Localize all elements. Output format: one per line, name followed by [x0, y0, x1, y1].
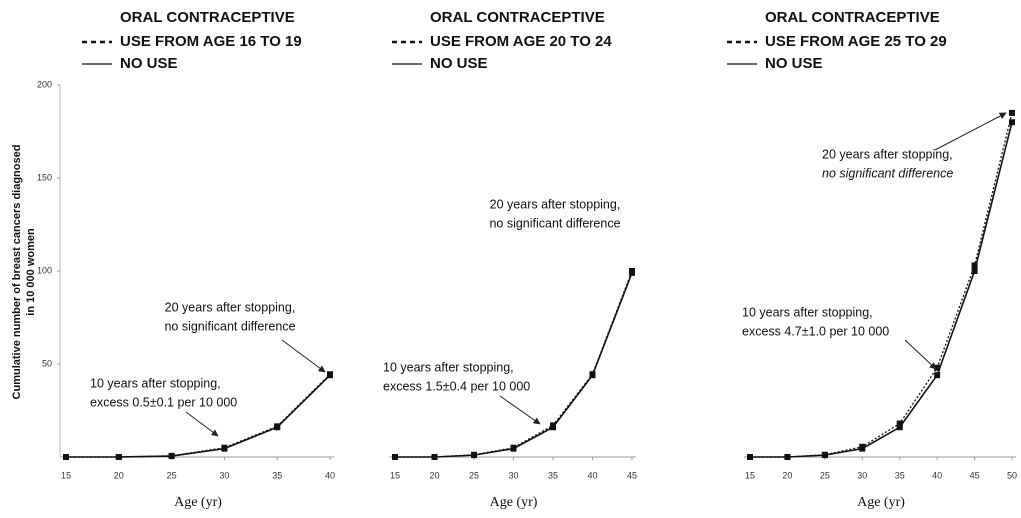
x-tick-label: 45 [627, 470, 637, 480]
x-tick-label: 30 [857, 470, 867, 480]
legend-title: ORAL CONTRACEPTIVE [765, 9, 940, 26]
annotation-arrow [499, 395, 541, 425]
annotation: excess 1.5±0.4 per 10 000 [383, 379, 530, 393]
data-point [221, 445, 228, 452]
x-tick-label: 30 [219, 470, 229, 480]
annotation: 20 years after stopping, [490, 197, 621, 211]
data-point [274, 424, 281, 431]
x-axis-label: Age (yr) [857, 495, 905, 510]
x-tick-label: 25 [167, 470, 177, 480]
x-tick-label: 15 [61, 470, 71, 480]
annotation: no significant difference [164, 319, 295, 333]
x-tick-label: 20 [782, 470, 792, 480]
x-tick-label: 25 [469, 470, 479, 480]
x-tick-label: 15 [745, 470, 755, 480]
data-point [629, 269, 635, 276]
y-axis-label: in 10 000 women [25, 228, 37, 316]
data-point [934, 364, 941, 371]
x-tick-label: 35 [272, 470, 282, 480]
y-tick-label: 50 [42, 358, 52, 368]
annotation: excess 0.5±0.1 per 10 000 [90, 395, 237, 409]
x-tick-label: 20 [114, 470, 124, 480]
series-line [66, 374, 331, 458]
x-tick-label: 40 [325, 470, 335, 480]
x-tick-label: 25 [820, 470, 830, 480]
data-point [934, 372, 941, 379]
data-point [471, 452, 477, 459]
data-point [1009, 109, 1015, 116]
y-tick-label: 100 [37, 265, 52, 275]
data-point [859, 445, 866, 452]
legend-label: NO USE [765, 55, 823, 72]
legend-title: ORAL CONTRACEPTIVE [120, 9, 295, 26]
legend-label: USE FROM AGE 25 TO 29 [765, 33, 947, 50]
data-point [392, 454, 398, 460]
data-point [550, 424, 556, 431]
x-tick-label: 15 [390, 470, 400, 480]
annotation: 10 years after stopping, [742, 305, 873, 319]
data-point [1009, 119, 1015, 126]
annotation-arrow [904, 339, 937, 370]
data-point [971, 262, 978, 269]
legend-label: USE FROM AGE 16 TO 19 [120, 33, 302, 50]
data-point [821, 452, 828, 459]
legend-label: USE FROM AGE 20 TO 24 [430, 33, 612, 50]
x-tick-label: 40 [587, 470, 597, 480]
data-point [747, 454, 753, 460]
annotation: 20 years after stopping, [822, 147, 953, 161]
y-tick-label: 150 [37, 172, 52, 182]
legend-label: NO USE [430, 55, 488, 72]
annotation: no significant difference [489, 216, 620, 230]
data-point [327, 372, 333, 379]
annotation: 10 years after stopping, [90, 376, 221, 390]
annotation-arrow [281, 339, 326, 373]
annotation: no significant difference [822, 166, 953, 180]
series-line [750, 112, 1013, 458]
annotation-arrow [934, 112, 1007, 151]
data-point [431, 454, 438, 460]
x-tick-label: 45 [970, 470, 980, 480]
annotation: 10 years after stopping, [383, 360, 514, 374]
y-tick-label: 200 [37, 79, 52, 89]
legend-label: NO USE [120, 55, 178, 72]
series-line [750, 122, 1013, 458]
data-point [896, 420, 903, 427]
x-tick-label: 35 [548, 470, 558, 480]
data-point [971, 268, 978, 274]
annotation: 20 years after stopping, [165, 300, 296, 314]
x-axis-label: Age (yr) [174, 495, 222, 510]
data-point [115, 454, 122, 460]
data-point [63, 454, 69, 460]
annotation-arrow [185, 411, 219, 437]
x-tick-label: 30 [508, 470, 518, 480]
data-point [589, 372, 596, 379]
data-point [168, 453, 175, 460]
x-tick-label: 20 [429, 470, 439, 480]
x-axis-label: Age (yr) [490, 495, 538, 510]
data-point [510, 445, 517, 452]
y-axis-label: Cumulative number of breast cancers diag… [11, 145, 23, 400]
x-tick-label: 40 [932, 470, 942, 480]
legend-title: ORAL CONTRACEPTIVE [430, 9, 605, 26]
data-point [896, 424, 903, 431]
x-tick-label: 35 [895, 470, 905, 480]
annotation: excess 4.7±1.0 per 10 000 [742, 324, 889, 338]
x-tick-label: 50 [1007, 470, 1017, 480]
data-point [784, 454, 791, 460]
